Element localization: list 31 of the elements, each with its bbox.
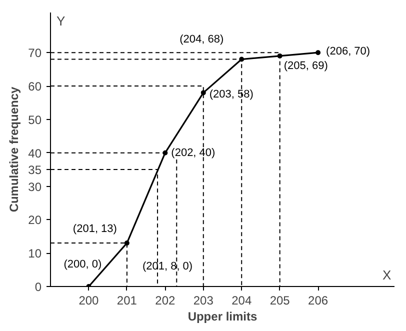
x-tick-label: 203 (193, 294, 214, 308)
annotation: (200, 0) (64, 258, 102, 270)
annotation: (203, 58) (209, 88, 254, 101)
x-tick-label: 204 (232, 294, 252, 308)
y-tick-label: 60 (28, 80, 42, 94)
annotation: (206, 70) (326, 46, 370, 58)
annotation: (201, 13) (72, 223, 117, 236)
y-tick-label: 30 (28, 180, 42, 194)
x-tick-label: 201 (116, 294, 138, 308)
annotation: (204, 68) (180, 33, 224, 46)
annotation: (202, 40) (171, 146, 216, 159)
y-tick-label: 10 (28, 246, 42, 261)
y-tick-label: 35 (28, 163, 42, 178)
x-tick-label: 206 (308, 294, 328, 308)
annotation: (201, 8, 0) (142, 260, 193, 272)
y-axis-title: Cumulative frequency (7, 86, 22, 212)
y-tick-label: 40 (28, 146, 42, 160)
y-tick-label: 50 (28, 112, 42, 127)
annotation: (205, 69) (284, 60, 328, 72)
annotation: X (382, 268, 392, 282)
x-axis-title: Upper limits (188, 310, 258, 324)
y-tick-label: 0 (34, 280, 42, 294)
point (200, 90, 206, 96)
x-tick-label: 202 (155, 294, 176, 308)
x-tick-label: 200 (78, 294, 100, 308)
point (316, 50, 321, 56)
point (124, 240, 130, 246)
y-tick-label: 20 (28, 213, 42, 228)
annotation: Y (56, 14, 66, 28)
x-tick-label: 205 (270, 294, 290, 308)
y-tick-label: 70 (28, 46, 42, 60)
